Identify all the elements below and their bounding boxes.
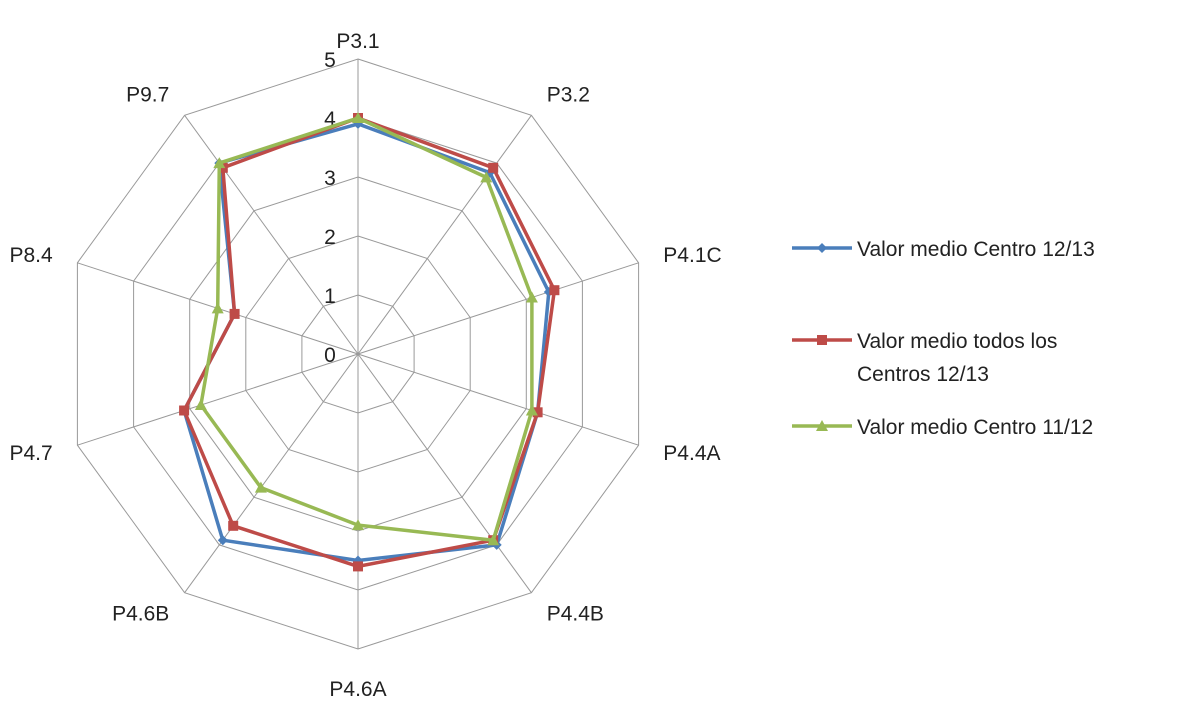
series-line	[182, 116, 557, 569]
grid-spoke	[77, 353, 359, 446]
data-point-square	[532, 407, 543, 418]
legend: Valor medio Centro 12/13 Valor medio todo…	[792, 238, 1095, 439]
tick-label: 3	[324, 167, 336, 190]
category-label: P4.6A	[329, 678, 386, 701]
data-point-triangle	[480, 171, 493, 183]
data-point-triangle	[213, 157, 226, 169]
legend-item: Valor medio Centro 11/12	[792, 416, 1093, 439]
data-point-square	[228, 520, 239, 531]
category-labels: P3.1 P3.2 P4.1C P4.4A P4.4B P4.6A P4.6B P4.7 P8.…	[9, 30, 721, 701]
category-label: P3.2	[547, 83, 590, 106]
tick-label: 0	[324, 344, 336, 367]
data-point-triangle	[211, 302, 224, 314]
category-label: P8.4	[9, 244, 53, 267]
grid-spoke	[357, 353, 639, 446]
data-point-triangle	[254, 481, 267, 493]
category-label: P9.7	[126, 83, 169, 106]
data-point-triangle	[487, 534, 500, 546]
legend-item: Valor medio todos los Centros 12/13	[792, 330, 1057, 386]
series-3	[194, 112, 538, 546]
data-point-square	[817, 335, 827, 345]
data-point-square	[353, 561, 363, 572]
category-label: P3.1	[336, 30, 379, 53]
grid-spoke	[357, 262, 639, 355]
data-point-triangle	[194, 399, 207, 410]
data-point-square	[229, 308, 240, 319]
grid-spoke	[184, 353, 359, 593]
tick-label: 5	[324, 49, 336, 72]
grid-spoke	[357, 353, 532, 593]
grid-spoke	[184, 115, 359, 355]
data-point-square	[549, 285, 560, 296]
category-label: P4.4A	[663, 442, 720, 465]
data-point-triangle	[525, 404, 538, 416]
legend-label: Valor medio Centro 12/13	[857, 238, 1095, 261]
category-label: P4.1C	[663, 244, 721, 267]
data-point-square	[488, 162, 499, 173]
series-2	[179, 113, 560, 572]
tick-label: 1	[324, 285, 336, 308]
data-point-square	[179, 405, 190, 416]
data-point-triangle	[525, 291, 538, 303]
legend-label: Valor medio Centro 11/12	[857, 416, 1093, 439]
grid-spoke	[357, 115, 532, 355]
data-point-diamond	[817, 243, 827, 253]
legend-item: Valor medio Centro 12/13	[792, 238, 1095, 261]
data-point-triangle	[816, 420, 828, 431]
series-lines	[179, 112, 560, 572]
tick-label: 2	[324, 226, 336, 249]
category-label: P4.6B	[112, 603, 169, 626]
data-point-triangle	[352, 519, 364, 531]
category-label: P4.7	[9, 442, 52, 465]
data-point-diamond	[217, 535, 228, 546]
category-label: P4.4B	[547, 603, 604, 626]
legend-label: Valor medio todos los Centros 12/13	[857, 330, 1057, 386]
data-point-triangle	[352, 112, 364, 123]
